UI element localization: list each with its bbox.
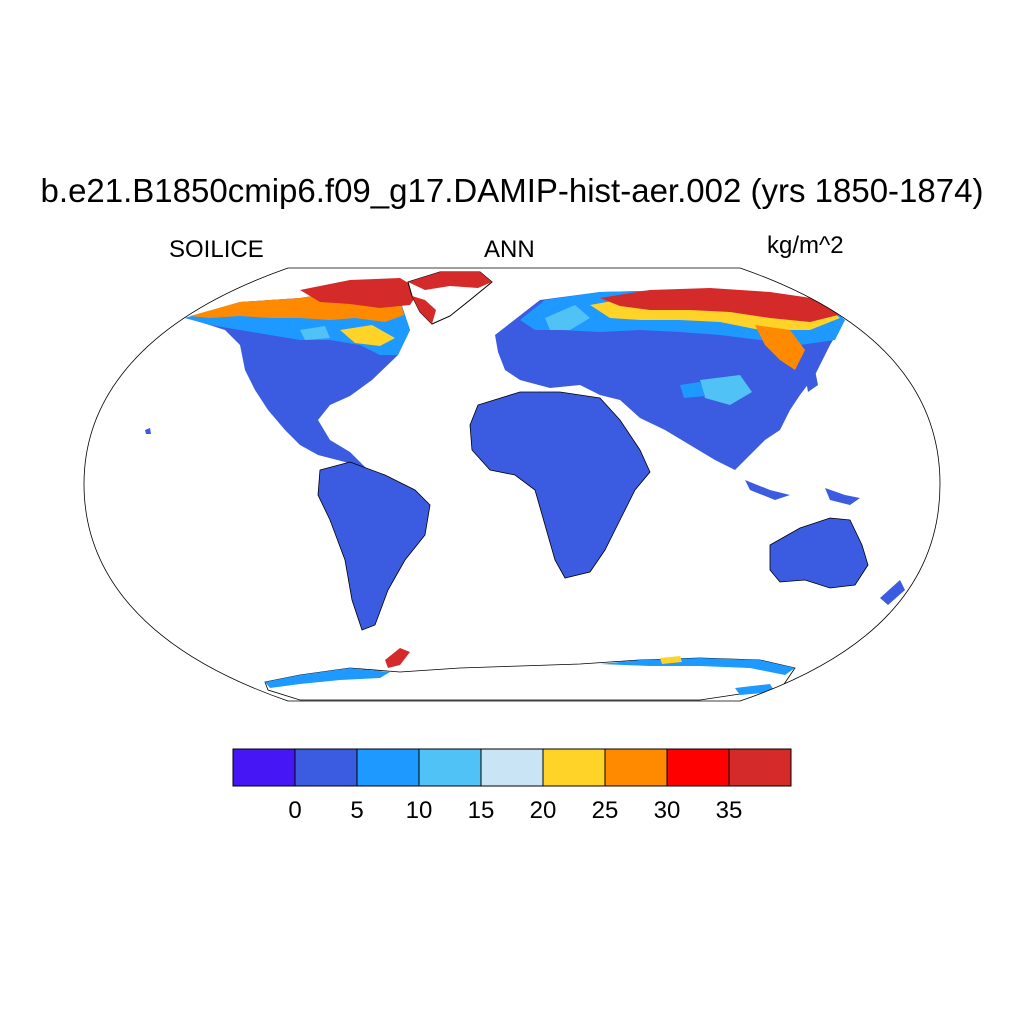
plot-title: b.e21.B1850cmip6.f09_g17.DAMIP-hist-aer.…	[40, 172, 984, 209]
variable-label: SOILICE	[169, 236, 264, 263]
world-map	[145, 271, 905, 701]
colorbar-box	[666, 748, 730, 787]
south-america	[317, 461, 431, 631]
antarctica	[264, 648, 796, 701]
map-boundary	[83, 267, 941, 702]
colorbar-tick-label: 15	[468, 797, 495, 824]
colorbar-tick-label: 20	[530, 797, 557, 824]
eurasia	[495, 288, 845, 470]
colorbar-box	[356, 748, 420, 787]
colorbar-box	[480, 748, 544, 787]
colorbar-box	[542, 748, 606, 787]
islands	[145, 370, 905, 605]
colorbar-box	[232, 748, 296, 787]
colorbar-tick-label: 0	[288, 797, 301, 824]
colorbar-box	[294, 748, 358, 787]
africa	[469, 391, 651, 579]
colorbar-box	[728, 748, 792, 787]
australia	[769, 517, 869, 589]
colorbar-tick-label: 25	[592, 797, 619, 824]
colorbar-tick-label: 35	[716, 797, 743, 824]
season-label: ANN	[484, 236, 535, 263]
colorbar-tick-label: 10	[406, 797, 433, 824]
colorbar-box	[604, 748, 668, 787]
colorbar: 0 5 10 15 20 25 30 35	[232, 748, 792, 824]
units-label: kg/m^2	[767, 232, 844, 259]
north-america	[185, 278, 420, 470]
colorbar-box	[418, 748, 482, 787]
greenland	[407, 271, 493, 325]
colorbar-tick-label: 30	[654, 797, 681, 824]
colorbar-tick-label: 5	[350, 797, 363, 824]
